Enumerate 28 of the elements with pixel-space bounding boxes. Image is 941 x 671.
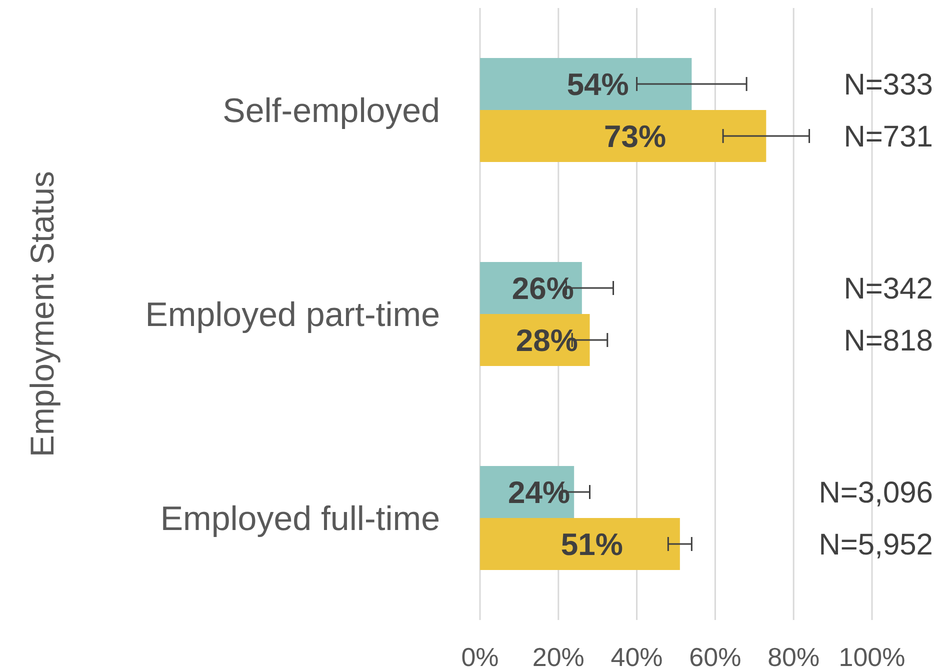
y-tick-label: Employed part-time [145,296,440,334]
annotation: N=3,096 [818,476,933,510]
x-tick-label: 100% [838,642,906,671]
data-label: 28% [516,322,578,358]
x-tick-label: 20% [532,642,584,671]
data-label: 54% [566,66,629,102]
y-tick-label: Self-employed [222,92,440,130]
x-tick-label: 0% [461,642,499,671]
y-axis-title: Employment Status [24,170,61,458]
bar [480,314,590,366]
x-tick-label: 40% [610,642,663,671]
x-tick-label: 80% [768,642,820,671]
annotation: N=333 [844,68,933,102]
bar [480,262,582,314]
annotation: N=731 [844,120,933,154]
annotation: N=342 [844,272,933,306]
bar [480,110,766,162]
annotation: N=818 [844,324,933,358]
data-label: 73% [604,118,666,154]
bar [480,58,692,110]
x-tick-label: 60% [689,642,742,671]
y-tick-label: Employed full-time [160,500,440,538]
bar [480,466,574,518]
bar [480,518,680,570]
annotation: N=5,952 [818,528,933,562]
data-label: 24% [508,474,570,510]
data-label: 26% [512,270,574,306]
data-label: 51% [560,526,623,562]
